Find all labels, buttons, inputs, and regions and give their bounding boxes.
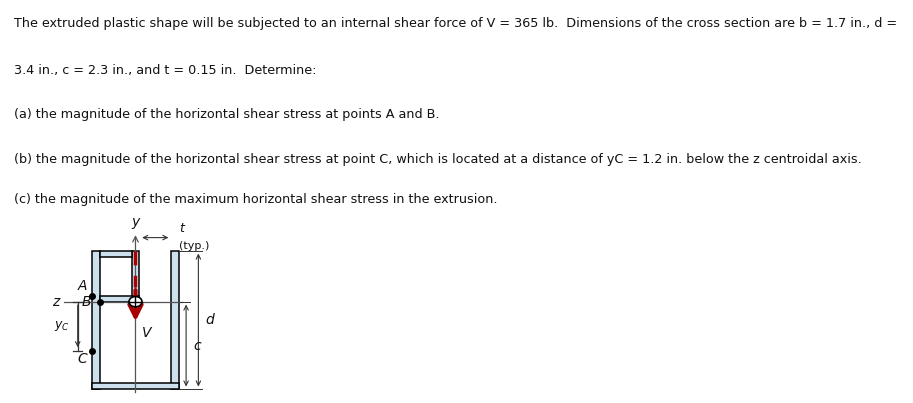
Text: The extruded plastic shape will be subjected to an internal shear force of V = 3: The extruded plastic shape will be subje… — [14, 17, 897, 30]
Text: (b) the magnitude of the horizontal shear stress at point C, which is located at: (b) the magnitude of the horizontal shea… — [14, 153, 861, 166]
Text: (c) the magnitude of the maximum horizontal shear stress in the extrusion.: (c) the magnitude of the maximum horizon… — [14, 193, 498, 206]
Bar — [100, 251, 131, 257]
Text: $y_C$: $y_C$ — [54, 319, 69, 333]
Text: V: V — [142, 326, 152, 340]
Text: y: y — [131, 216, 140, 229]
Text: c: c — [193, 339, 201, 353]
Text: z: z — [52, 295, 58, 309]
Bar — [172, 251, 179, 389]
Bar — [131, 251, 140, 295]
Text: (typ.): (typ.) — [180, 241, 210, 251]
Circle shape — [129, 297, 142, 307]
Text: C: C — [78, 352, 88, 366]
Bar — [92, 251, 100, 389]
Bar — [92, 383, 179, 389]
Text: 3.4 in., c = 2.3 in., and t = 0.15 in.  Determine:: 3.4 in., c = 2.3 in., and t = 0.15 in. D… — [14, 64, 316, 77]
Text: (a) the magnitude of the horizontal shear stress at points A and B.: (a) the magnitude of the horizontal shea… — [14, 108, 439, 121]
Text: t: t — [180, 222, 184, 235]
Text: d: d — [205, 313, 214, 327]
Text: A: A — [78, 279, 88, 293]
Bar — [100, 295, 140, 302]
Text: B: B — [81, 295, 90, 309]
